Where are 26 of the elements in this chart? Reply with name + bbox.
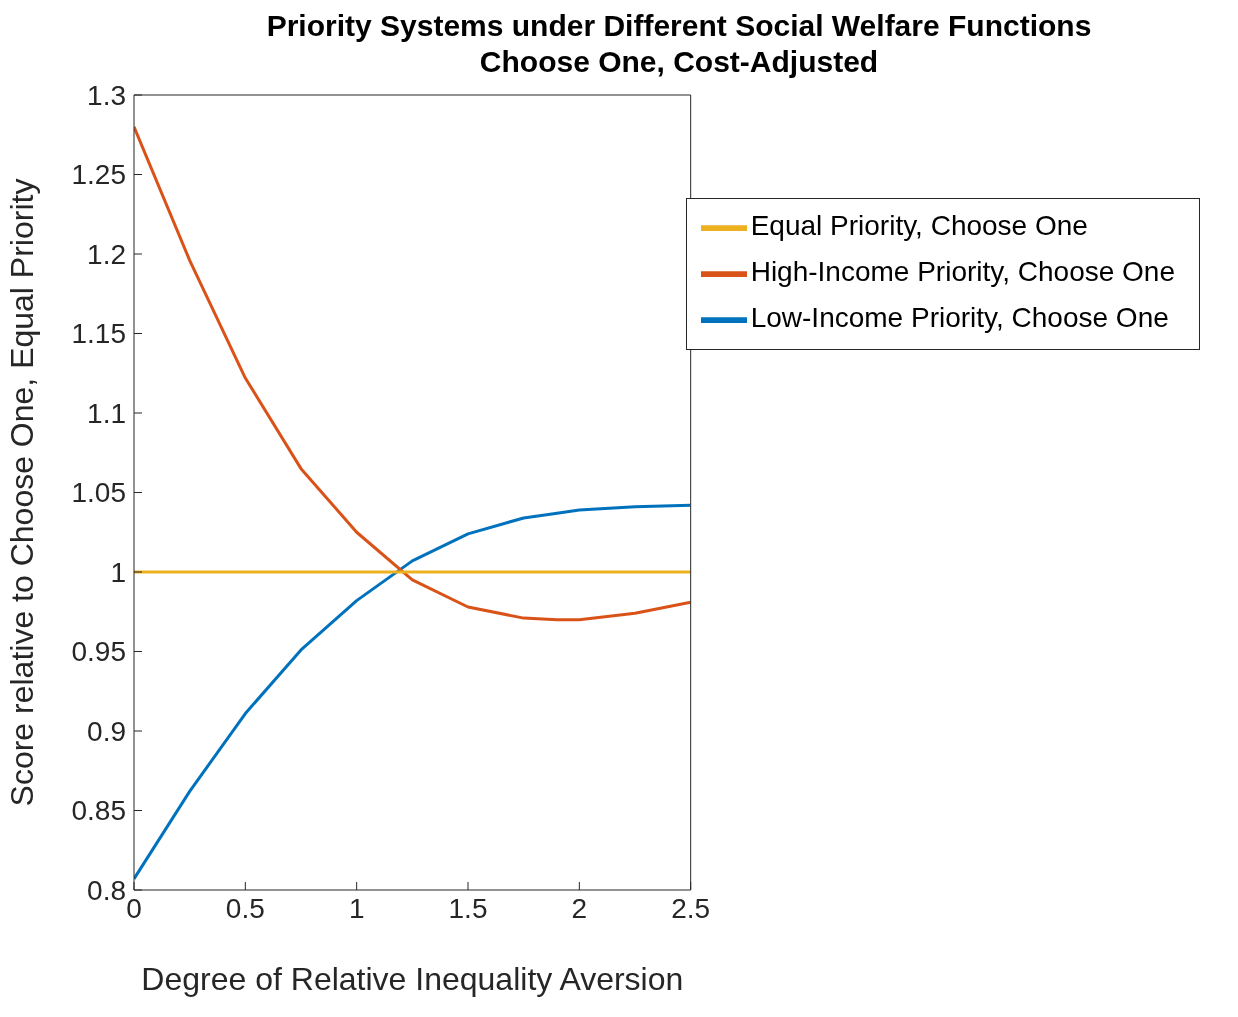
x-tick-label: 1 [348, 892, 365, 924]
line-series [134, 503, 691, 881]
chart-subtitle: Choose One, Cost-Adjusted [478, 44, 880, 80]
y-tick-label: 0.8 [87, 874, 126, 906]
y-tick-label: 1.1 [87, 397, 126, 429]
y-tick-label: 1.25 [71, 159, 126, 191]
legend-label: Low-Income Priority, Choose One [750, 302, 1169, 334]
x-tick-label: 2 [571, 892, 588, 924]
y-tick-label: 0.9 [87, 715, 126, 747]
y-tick-label: 1.2 [87, 238, 126, 270]
x-tick-label: 1.5 [448, 892, 488, 924]
x-tick-label: 0 [126, 892, 142, 924]
legend-label: High-Income Priority, Choose One [750, 256, 1175, 288]
y-axis-title: Score relative to Choose One, Equal Priority [4, 178, 41, 807]
x-axis-title: Degree of Relative Inequality Aversion [141, 961, 684, 997]
y-tick-label: 1 [110, 556, 126, 588]
y-tick-label: 1.05 [71, 477, 126, 509]
y-tick-label: 0.95 [71, 636, 126, 668]
line-series [134, 125, 691, 622]
x-tick-label: 0.5 [225, 892, 265, 924]
y-tick-label: 1.15 [71, 318, 126, 350]
x-tick-label: 2.5 [671, 892, 711, 924]
legend-label: Equal Priority, Choose One [750, 210, 1088, 242]
y-tick-label: 1.3 [87, 79, 126, 111]
chart-title: Priority Systems under Different Social Welfare Functions [265, 8, 1093, 44]
y-tick-label: 0.85 [71, 795, 126, 827]
